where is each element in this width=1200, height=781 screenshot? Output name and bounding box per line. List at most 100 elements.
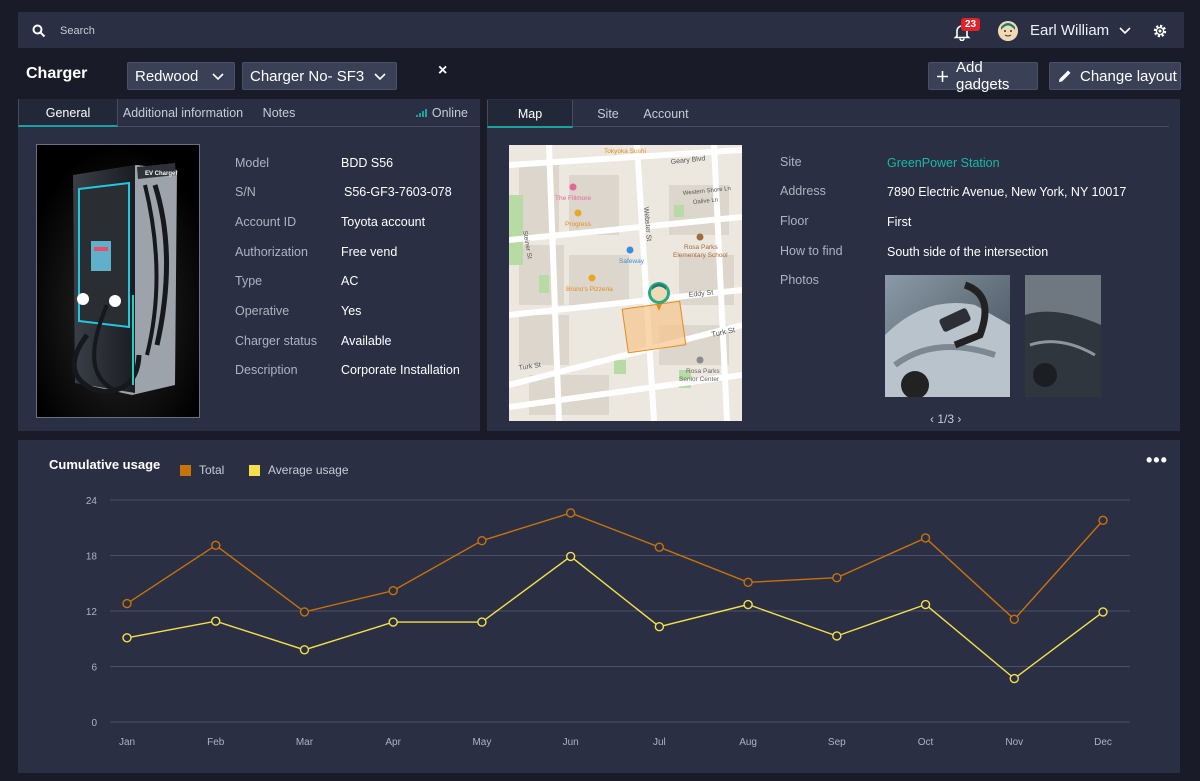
field-value-account-id: Toyota account bbox=[341, 215, 426, 229]
chart-title: Cumulative usage bbox=[49, 457, 161, 472]
legend-average[interactable]: Average usage bbox=[249, 463, 349, 477]
map-label-turk-left: Turk St bbox=[518, 362, 541, 372]
field-value-model: BDD S56 bbox=[341, 156, 394, 170]
map-label-steiner: Steiner St bbox=[521, 230, 533, 260]
map-label-fillmore: The Fillmore bbox=[555, 195, 592, 202]
search-placeholder: Search bbox=[60, 25, 95, 37]
legend-swatch bbox=[180, 464, 191, 476]
data-point bbox=[388, 585, 398, 596]
map-label-safeway: Safeway bbox=[619, 258, 645, 265]
field-label-description: Description bbox=[235, 363, 298, 377]
data-point bbox=[832, 631, 842, 641]
data-point bbox=[565, 508, 576, 518]
data-point bbox=[1009, 614, 1019, 625]
map-label-eddy: Eddy St bbox=[688, 289, 713, 299]
tab-site[interactable]: Site bbox=[597, 107, 619, 121]
change-layout-label: Change layout bbox=[1080, 67, 1177, 85]
x-tick-label: Dec bbox=[1094, 737, 1112, 748]
field-value-type: AC bbox=[341, 274, 359, 288]
data-point bbox=[388, 617, 398, 627]
data-point bbox=[299, 645, 310, 655]
chevron-left-icon[interactable]: ‹ bbox=[930, 412, 934, 426]
site-map[interactable]: Tokyoka Sushi Geary Blvd The Fillmore Pr… bbox=[509, 145, 742, 421]
x-tick-label: Oct bbox=[918, 737, 934, 748]
charger-image: EV Charger bbox=[36, 144, 200, 418]
map-label-senior-2: Senior Center bbox=[679, 376, 720, 383]
tab-additional-information[interactable]: Additional information bbox=[122, 106, 244, 120]
field-label-floor: Floor bbox=[780, 214, 809, 228]
map-label-progress: Progress bbox=[565, 221, 592, 228]
data-point bbox=[122, 633, 132, 643]
legend-total[interactable]: Total bbox=[180, 463, 224, 477]
chevron-down-icon[interactable] bbox=[1118, 24, 1132, 36]
more-options-icon[interactable]: ••• bbox=[1146, 450, 1168, 470]
info-tabs: General Additional information Notes Onl… bbox=[18, 99, 480, 127]
legend-label: Average usage bbox=[268, 463, 349, 477]
x-tick-label: Jan bbox=[119, 737, 135, 748]
data-point bbox=[743, 599, 753, 610]
map-label-rosa-parks-school-2: Elementary School bbox=[673, 252, 728, 259]
location-select[interactable]: Redwood bbox=[127, 62, 235, 90]
gear-icon[interactable] bbox=[1152, 23, 1168, 39]
search-box[interactable]: Search bbox=[32, 20, 95, 42]
x-tick-label: Jun bbox=[563, 737, 579, 748]
user-name[interactable]: Earl William bbox=[1030, 22, 1110, 39]
data-point bbox=[1098, 607, 1108, 617]
site-info-panel: Map Site Account bbox=[487, 99, 1180, 431]
x-tick-label: May bbox=[472, 737, 491, 748]
field-value-charger-status: Available bbox=[341, 334, 392, 348]
notification-badge: 23 bbox=[961, 18, 981, 31]
data-point bbox=[565, 551, 576, 562]
series-line-total bbox=[126, 512, 1104, 621]
site-photo[interactable] bbox=[885, 275, 1010, 397]
tab-general[interactable]: General bbox=[18, 99, 118, 127]
pager-text: 1/3 bbox=[937, 412, 955, 426]
chevron-right-icon[interactable]: › bbox=[957, 412, 962, 426]
tab-notes[interactable]: Notes bbox=[262, 106, 296, 120]
map-label-western-shore: Western Shore Ln bbox=[683, 186, 732, 197]
data-point bbox=[1098, 515, 1108, 526]
field-value-floor: First bbox=[887, 215, 912, 229]
field-value-address: 7890 Electric Avenue, New York, NY 10017 bbox=[887, 185, 1127, 199]
avatar[interactable] bbox=[998, 21, 1018, 41]
field-value-operative: Yes bbox=[341, 304, 362, 318]
usage-chart-panel: Cumulative usage Total Average usage •••… bbox=[18, 440, 1180, 773]
chevron-down-icon bbox=[374, 73, 386, 81]
y-tick-label: 24 bbox=[86, 496, 98, 507]
site-photo[interactable] bbox=[1025, 275, 1101, 397]
data-point bbox=[832, 572, 842, 583]
charger-info-panel: General Additional information Notes Onl… bbox=[18, 99, 480, 431]
data-point bbox=[477, 535, 487, 546]
field-label-how-to-find: How to find bbox=[780, 244, 843, 258]
tab-account[interactable]: Account bbox=[643, 107, 689, 121]
add-gadgets-label: Add gadgets bbox=[956, 59, 1010, 93]
legend-label: Total bbox=[199, 463, 225, 477]
page-title: Charger bbox=[26, 65, 88, 82]
add-gadgets-button[interactable]: Add gadgets bbox=[928, 59, 1038, 93]
data-point bbox=[211, 616, 221, 626]
data-point bbox=[920, 599, 931, 610]
site-link[interactable]: GreenPower Station bbox=[887, 156, 1000, 170]
x-tick-label: Aug bbox=[739, 737, 757, 748]
pencil-icon bbox=[1058, 69, 1072, 83]
data-point bbox=[211, 540, 221, 551]
map-label-oalive: Oalive Ln bbox=[693, 197, 719, 206]
change-layout-button[interactable]: Change layout bbox=[1049, 62, 1181, 90]
y-tick-label: 6 bbox=[91, 663, 97, 674]
charger-brand-text: EV Charger bbox=[145, 171, 178, 177]
legend-swatch bbox=[249, 464, 260, 476]
close-icon[interactable]: × bbox=[438, 62, 448, 79]
charger-select[interactable]: Charger No- SF3 bbox=[242, 62, 397, 90]
tab-map[interactable]: Map bbox=[487, 100, 573, 128]
field-label-site: Site bbox=[780, 155, 802, 169]
y-tick-label: 12 bbox=[86, 607, 98, 618]
data-point bbox=[920, 533, 931, 543]
map-label-geary: Geary Blvd bbox=[670, 155, 705, 166]
status-text: Online bbox=[431, 106, 468, 120]
field-label-operative: Operative bbox=[235, 304, 290, 318]
map-label-tokyo: Tokyoka Sushi bbox=[604, 148, 646, 155]
field-label-photos: Photos bbox=[780, 273, 819, 287]
field-label-charger-status: Charger status bbox=[235, 334, 317, 348]
status-badge: Online bbox=[415, 106, 468, 120]
x-tick-label: Feb bbox=[207, 737, 225, 748]
